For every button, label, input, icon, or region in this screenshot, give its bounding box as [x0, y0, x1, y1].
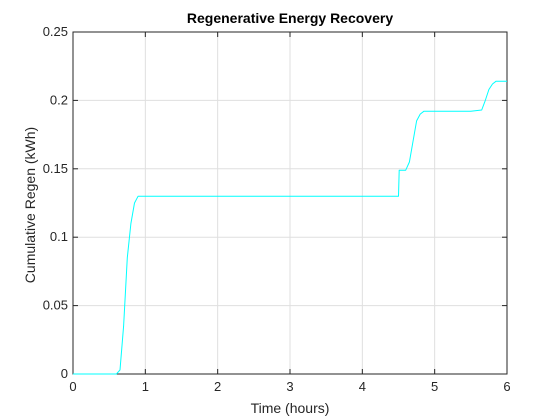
y-tick-label: 0.2 — [50, 92, 68, 107]
x-tick-label: 5 — [431, 379, 438, 394]
x-tick-label: 1 — [142, 379, 149, 394]
y-axis-label: Cumulative Regen (kWh) — [22, 127, 38, 283]
chart-title: Regenerative Energy Recovery — [187, 10, 393, 26]
x-tick-label: 3 — [286, 379, 293, 394]
y-tick-label: 0.25 — [43, 24, 68, 39]
y-tick-label: 0 — [61, 366, 68, 381]
y-tick-label: 0.05 — [43, 298, 68, 313]
x-tick-label: 4 — [359, 379, 366, 394]
x-axis-label: Time (hours) — [251, 400, 330, 416]
x-tick-label: 2 — [214, 379, 221, 394]
y-tick-label: 0.1 — [50, 229, 68, 244]
series-layer — [73, 80, 507, 375]
y-tick-label: 0.15 — [43, 161, 68, 176]
x-tick-label: 6 — [503, 379, 510, 394]
x-tick-label: 0 — [69, 379, 76, 394]
ticks-layer: 0 1 2 3 4 5 6 0 0.05 0.1 0.15 0.2 0.25 — [43, 24, 511, 394]
series-line — [73, 80, 507, 375]
grid-layer — [72, 31, 508, 375]
